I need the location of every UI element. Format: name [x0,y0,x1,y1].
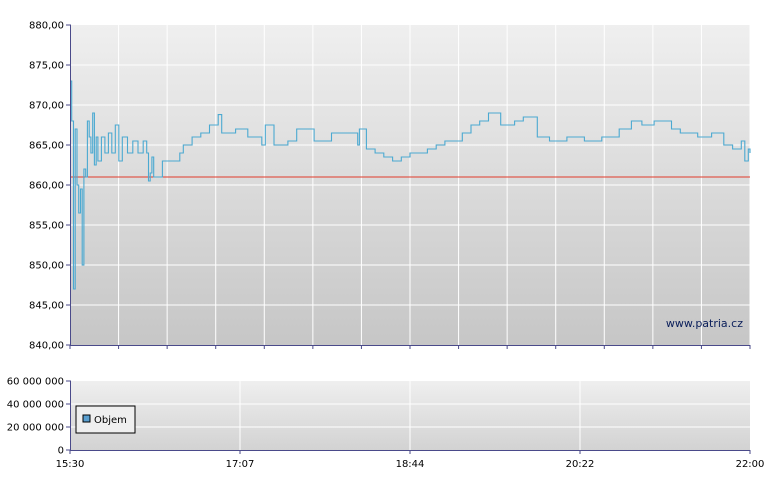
price-series-line [70,80,751,290]
price-y-axis: 880,00 875,00 870,00 865,00 860,00 855,00 850,… [29,21,71,352]
x-tick-label: 20:22 [566,459,595,470]
volume-y-tick-label: 40 000 000 [7,400,64,411]
volume-y-tick-label: 0 [58,446,64,457]
price-y-tick-label: 850,00 [29,261,64,272]
volume-grid [70,381,750,450]
legend-label: Objem [94,415,127,426]
price-y-tick-label: 880,00 [29,21,64,32]
price-grid [70,25,751,345]
price-x-tick-marks [69,345,751,349]
price-y-tick-label: 870,00 [29,101,64,112]
x-tick-label: 18:44 [396,459,425,470]
x-tick-label: 17:07 [226,459,255,470]
volume-panel: 60 000 000 40 000 000 20 000 000 0 15:30 17:… [7,377,765,471]
watermark: www.patria.cz [666,317,743,330]
price-y-tick-label: 845,00 [29,301,64,312]
legend-swatch [82,414,91,423]
x-tick-label: 22:00 [736,459,765,470]
legend: Objem [75,405,136,434]
volume-x-axis: 15:30 17:07 18:44 20:22 22:00 [56,450,765,470]
volume-y-tick-label: 60 000 000 [7,377,64,388]
price-y-tick-label: 840,00 [29,341,64,352]
price-y-tick-label: 865,00 [29,141,64,152]
volume-y-tick-label: 20 000 000 [7,423,64,434]
volume-y-axis: 60 000 000 40 000 000 20 000 000 0 [7,377,71,457]
price-y-tick-label: 855,00 [29,221,64,232]
price-y-tick-label: 860,00 [29,181,64,192]
price-y-tick-label: 875,00 [29,61,64,72]
price-panel: 880,00 875,00 870,00 865,00 860,00 855,00 850,… [29,21,751,352]
x-tick-label: 15:30 [56,459,85,470]
